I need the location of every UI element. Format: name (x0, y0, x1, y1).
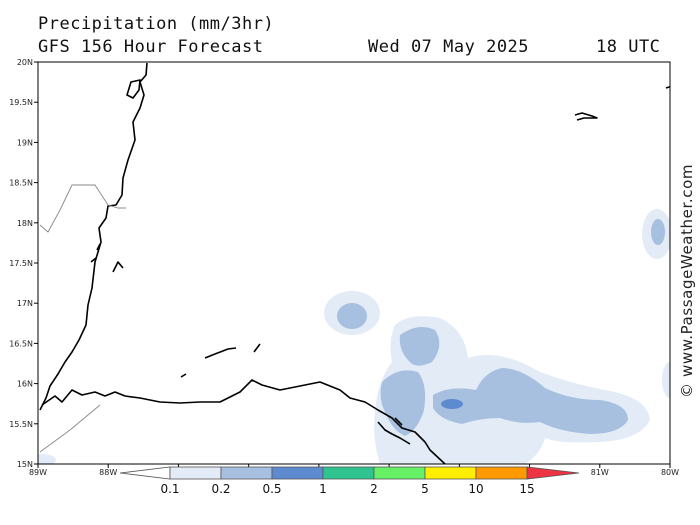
lat-tick-label: 18.5N (9, 179, 33, 188)
coastlines (39, 62, 670, 464)
lat-tick-label: 20N (17, 58, 33, 67)
colorbar-label: 0.2 (211, 482, 230, 496)
lon-tick-label: 88W (99, 468, 117, 477)
colorbar-label: 0.1 (160, 482, 179, 496)
bay-island-3 (180, 373, 187, 378)
colorbar-segment (220, 466, 273, 480)
cayman-island (574, 112, 598, 121)
lon-tick-label: 80W (661, 468, 679, 477)
jamaica-tip (665, 85, 670, 89)
hnd-north-coast (41, 379, 446, 464)
colorbar-label: 15 (519, 482, 534, 496)
colorbar-segment (169, 466, 222, 480)
colorbar-label: 1 (319, 482, 327, 496)
mosquitia-islands (377, 417, 411, 445)
bay-island-1 (204, 347, 237, 359)
colorbar-label: 10 (468, 482, 483, 496)
colorbar-label: 2 (370, 482, 378, 496)
small-islands (90, 243, 124, 273)
colorbar-label: 0.5 (262, 482, 281, 496)
bay-island-2 (253, 343, 261, 353)
colorbar-label: 5 (421, 482, 429, 496)
forecast-time: 18 UTC (596, 37, 661, 57)
colorbar-segment (424, 466, 477, 480)
forecast-date: Wed 07 May 2025 (368, 37, 530, 57)
colorbar-segment (373, 466, 426, 480)
colorbar-arrow-left (119, 466, 171, 480)
lat-tick-label: 17.5N (9, 259, 33, 268)
chart-title: Precipitation (mm/3hr) (38, 14, 275, 34)
colorbar: 0.1 0.2 0.5 1 2 5 10 15 (119, 466, 580, 496)
colorbar-segment (271, 466, 324, 480)
cozumel-island (126, 79, 141, 99)
lat-tick-label: 16N (17, 380, 33, 389)
colorbar-arrow-right (526, 466, 580, 480)
forecast-subtitle: GFS 156 Hour Forecast (38, 37, 264, 57)
lat-tick-label: 15N (17, 460, 33, 469)
lat-tick-label: 15.5N (9, 420, 33, 429)
lat-tick-label: 19N (17, 138, 33, 147)
lon-tick-label: 89W (29, 468, 47, 477)
precip-dark (441, 399, 463, 409)
lat-ticks: 20N 19.5N 19N 18.5N 18N 17.5N 17N 16.5N 16N 15.5N… (9, 58, 38, 469)
lat-tick-label: 16.5N (9, 339, 33, 348)
honduras-border (39, 404, 101, 453)
lat-tick-label: 17N (17, 299, 33, 308)
borders (39, 184, 126, 453)
yucatan-coast (39, 62, 148, 411)
colorbar-segment (475, 466, 528, 480)
colorbar-segment (322, 466, 375, 480)
lat-tick-label: 18N (17, 219, 33, 228)
belize-border (39, 184, 126, 233)
lon-tick-label: 81W (591, 468, 609, 477)
precip-layer (38, 209, 670, 464)
precip-medium (337, 219, 665, 436)
lat-tick-label: 19.5N (9, 98, 33, 107)
